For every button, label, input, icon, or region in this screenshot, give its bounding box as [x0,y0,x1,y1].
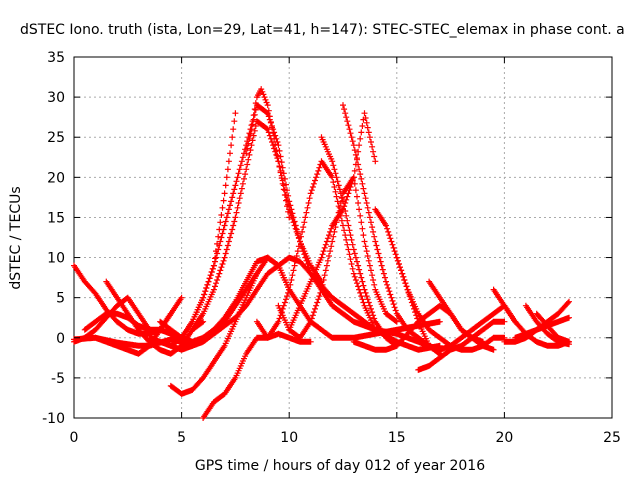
y-tick-label: -10 [42,411,65,427]
plot-frame [73,56,613,419]
data-point-markers [415,318,508,373]
y-tick-label: 35 [47,50,65,66]
y-tick-label: 5 [56,291,65,307]
data-series [253,158,379,341]
x-tick-label: 10 [280,430,298,446]
x-tick-label: 20 [495,430,513,446]
chart-title: dSTEC Iono. truth (ista, Lon=29, Lat=41,… [20,22,625,38]
x-tick-label: 0 [70,430,79,446]
data-point-markers [275,174,400,341]
grid [74,57,612,418]
y-tick-label: 10 [47,251,65,267]
data-point-markers [318,134,400,349]
data-series [415,318,508,373]
data-series [200,330,314,421]
data-point-markers [253,158,379,341]
y-tick-label: 30 [47,90,65,106]
data-point-markers [200,330,314,421]
y-tick-label: 15 [47,210,65,226]
y-axis-ticks: -10 -5 0 5 10 15 20 25 30 35 [42,50,612,427]
data-series [512,314,572,341]
y-tick-label: 20 [47,170,65,186]
data-point-markers [393,302,519,353]
data-point-markers [243,102,325,285]
data-series [167,270,260,397]
plot-border [73,56,613,419]
x-axis-label: GPS time / hours of day 012 of year 2016 [195,458,485,474]
data-series [393,302,519,353]
y-tick-label: 25 [47,130,65,146]
y-axis-label: dSTEC / TECUs [8,186,24,289]
x-tick-label: 5 [177,430,186,446]
x-tick-label: 15 [388,430,406,446]
data-series [178,110,239,341]
y-tick-label: 0 [56,331,65,347]
data-point-markers [512,314,572,341]
x-tick-label: 25 [603,430,621,446]
data-series [318,134,400,349]
data-marks [71,86,572,421]
x-axis-ticks: 0 5 10 15 20 25 [70,57,621,446]
data-point-markers [178,110,239,341]
data-series [243,102,325,285]
y-tick-label: -5 [51,371,65,387]
data-series [275,174,400,341]
data-point-markers [167,270,260,397]
